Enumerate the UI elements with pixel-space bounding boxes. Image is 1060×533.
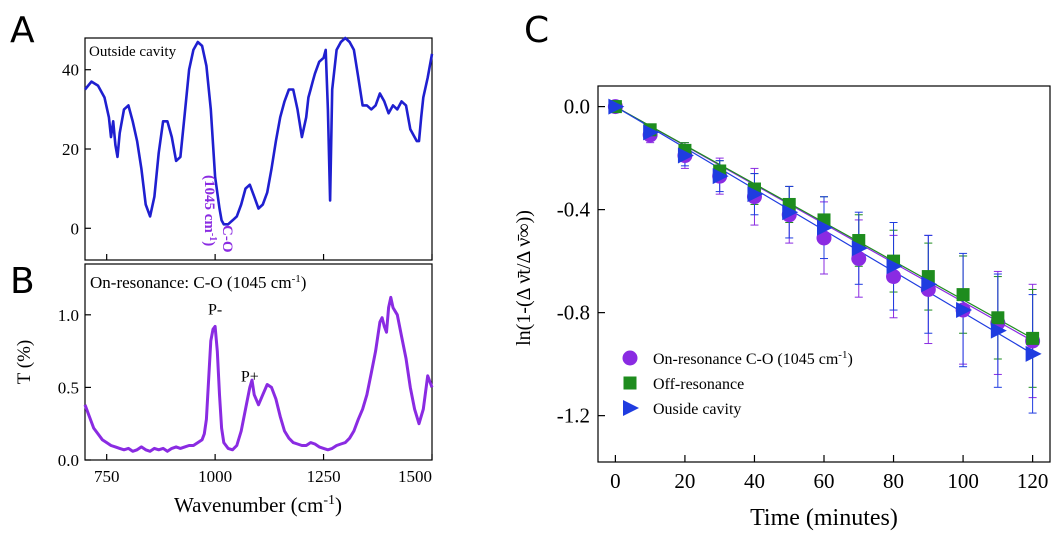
panel-c-legend-label: On-resonance C-O (1045 cm-1) <box>653 349 853 368</box>
panel-b-title: On-resonance: C-O (1045 cm-1) <box>90 273 306 292</box>
panel-b: On-resonance: C-O (1045 cm-1) 0.00.51.0 … <box>14 263 434 517</box>
panel-c-data-point <box>712 168 729 185</box>
panel-a-y-tick-label: 40 <box>62 61 79 80</box>
panel-c-data-point <box>990 322 1007 339</box>
panel-c: 0.0 -0.4 -0.8 -1.2 0 20 40 60 80 100 120 On-reson… <box>513 85 1051 531</box>
panel-c-x-ticks: 0 20 40 60 80 100 120 <box>610 455 1048 493</box>
panel-c-legend-marker <box>622 350 638 366</box>
panel-c-data-point <box>991 311 1005 325</box>
panel-c-y-axis-label: ln(1-(Δ ν̄t/Δ ν̄∞)) <box>513 210 535 346</box>
panel-c-error-bars <box>646 124 1037 414</box>
panel-a-annotation-bond: C-O <box>219 225 235 253</box>
panel-c-legend: On-resonance C-O (1045 cm-1) Off-resonanc… <box>622 349 853 418</box>
panel-b-y-tick-label: 1.0 <box>58 306 79 325</box>
panel-c-data-point <box>851 240 868 257</box>
panel-b-annotations: P- P+ <box>208 302 259 386</box>
panel-c-legend-label: Ouside cavity <box>653 401 741 418</box>
panel-c-x-tick-label: 0 <box>610 469 621 493</box>
panel-a-annotation-wavenumber: (1045 cm-1) <box>201 175 218 246</box>
panel-b-x-tick-label: 1000 <box>198 467 232 486</box>
panel-c-data-point <box>886 258 903 275</box>
panel-a-y-tick-label: 20 <box>62 140 79 159</box>
panel-b-y-ticks: 0.0 0.5 1.0 <box>58 306 91 470</box>
panel-c-x-tick-label: 60 <box>814 469 835 493</box>
panel-c-x-tick-label: 80 <box>883 469 904 493</box>
panel-c-data-point <box>782 204 799 221</box>
panel-b-peak-label: P- <box>208 302 222 319</box>
panel-c-x-axis-label: Time (minutes) <box>750 505 898 531</box>
panel-b-spectrum-line <box>83 295 434 453</box>
panel-b-y-tick-label: 0.5 <box>58 378 79 397</box>
panel-c-x-tick-label: 100 <box>947 469 979 493</box>
panel-b-y-axis-label: T (%) <box>14 340 35 385</box>
panel-c-legend-marker <box>623 376 637 390</box>
panel-c-data-point <box>886 269 902 285</box>
panel-c-x-tick-label: 40 <box>744 469 765 493</box>
panel-b-x-ticks: 750 1000 1250 1500 <box>94 454 433 486</box>
panel-b-y-tick-label: 0.0 <box>58 451 79 470</box>
panel-a: Outside cavity 0 20 40 (1045 cm-1) C-O <box>62 36 434 261</box>
panel-c-legend-marker <box>623 400 639 416</box>
panel-letter-c: C <box>524 10 549 51</box>
panel-b-x-tick-label: 750 <box>94 467 120 486</box>
panel-c-y-tick-label: -0.8 <box>557 301 590 325</box>
panel-c-data-point <box>1025 345 1042 362</box>
panel-b-x-tick-label: 1500 <box>398 467 432 486</box>
panel-letter-a: A <box>10 10 35 51</box>
shared-x-axis-label: Wavenumber (cm-1) <box>174 493 342 517</box>
panel-c-data-point <box>956 302 973 319</box>
panel-c-points <box>607 98 1042 362</box>
panel-c-y-tick-label: -0.4 <box>557 198 591 222</box>
panel-c-y-tick-label: -1.2 <box>557 404 590 428</box>
panel-c-data-point <box>677 147 694 164</box>
panel-c-data-point <box>817 219 833 236</box>
panel-c-data-point <box>1026 331 1040 345</box>
panel-a-label: Outside cavity <box>89 44 177 60</box>
panel-a-x-ticks <box>106 254 433 260</box>
panel-c-x-tick-label: 120 <box>1017 469 1049 493</box>
panel-a-y-tick-label: 0 <box>71 219 80 238</box>
panel-c-y-tick-label: 0.0 <box>564 95 590 119</box>
panel-c-legend-label: Off-resonance <box>653 376 744 393</box>
panel-c-data-point <box>816 230 832 246</box>
panel-c-data-point <box>851 251 867 267</box>
panel-c-x-tick-label: 20 <box>674 469 695 493</box>
panel-b-frame <box>84 263 433 461</box>
panel-b-x-tick-label: 1250 <box>307 467 341 486</box>
panel-letter-b: B <box>10 261 35 302</box>
panel-c-data-point <box>608 98 625 115</box>
panel-c-y-ticks: 0.0 -0.4 -0.8 -1.2 <box>557 95 605 428</box>
panel-c-data-point <box>747 186 764 203</box>
panel-c-data-point <box>921 276 938 293</box>
panel-b-peak-label: P+ <box>241 368 259 385</box>
panel-a-spectrum-line <box>83 36 434 226</box>
panel-c-data-point <box>643 124 660 141</box>
panel-c-data-point <box>956 288 970 302</box>
panel-a-y-ticks: 0 20 40 <box>62 61 91 238</box>
